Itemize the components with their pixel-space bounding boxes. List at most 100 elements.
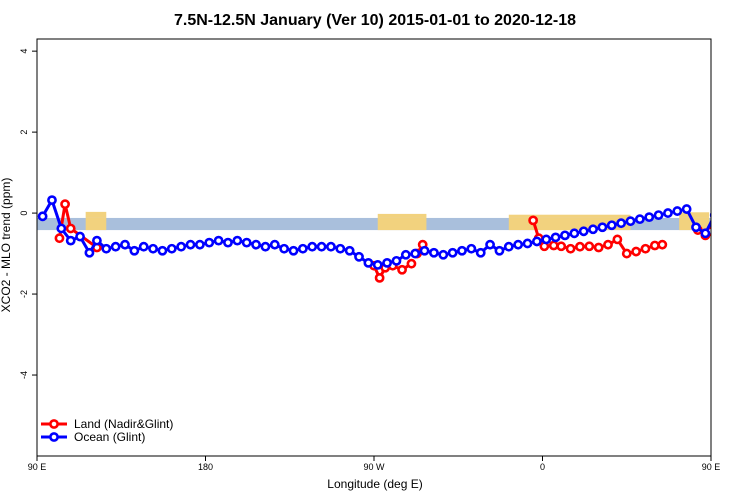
land-data-point <box>556 241 567 252</box>
ocean-data-point <box>391 255 402 266</box>
y-tick-label: 0 <box>19 211 29 216</box>
y-tick-label: 2 <box>19 130 29 135</box>
land-data-point <box>54 233 65 244</box>
legend: Land (Nadir&Glint)Ocean (Glint) <box>41 417 173 444</box>
land-patch-2 <box>508 214 631 218</box>
land-patch-0 <box>85 211 107 218</box>
ocean-data-point <box>75 231 85 242</box>
ocean-data-point <box>709 211 711 219</box>
ocean-data-point <box>485 239 495 250</box>
x-tick-label: 90 E <box>702 462 721 472</box>
ocean-data-point <box>185 239 196 250</box>
ocean-data-point <box>644 212 655 223</box>
ocean-data-point <box>335 243 346 254</box>
land-data-point <box>65 223 76 234</box>
ocean-data-point <box>625 216 636 227</box>
plot-area <box>37 195 750 283</box>
ocean-data-point <box>363 257 374 268</box>
x-axis-label: Longitude (deg E) <box>327 477 422 491</box>
ocean-data-point <box>466 243 477 254</box>
ocean-data-point <box>129 245 140 256</box>
ocean-data-point <box>739 237 746 244</box>
ocean-data-point <box>457 245 467 256</box>
land-data-point <box>640 243 651 254</box>
ocean-data-point <box>672 206 683 216</box>
ocean-data-point <box>447 247 458 258</box>
y-axis-label: XCO2 - MLO trend (ppm) <box>0 178 13 313</box>
land-data-point <box>741 224 748 231</box>
ocean-data-point <box>176 241 187 252</box>
y-tick-label: -2 <box>19 290 29 298</box>
ocean-data-point <box>503 241 514 252</box>
ocean-data-point <box>513 239 524 250</box>
ocean-data-point <box>269 239 280 250</box>
land-patch-3 <box>679 212 710 218</box>
ocean-data-point <box>37 211 48 222</box>
x-tick-label: 90 W <box>363 462 385 472</box>
ocean-data-point <box>550 232 561 243</box>
ocean-data-point <box>288 245 299 256</box>
ocean-data-point <box>400 249 411 260</box>
land-data-point <box>649 240 660 251</box>
x-tick-label: 180 <box>198 462 213 472</box>
land-band-patch-0 <box>85 217 107 231</box>
y-tick-label: 4 <box>19 49 29 54</box>
ocean-data-point <box>223 237 233 248</box>
ocean-data-point <box>663 208 673 218</box>
ocean-data-point <box>344 245 355 256</box>
x-axis: 90 E 180 90 W 0 90 E <box>28 456 721 472</box>
ocean-data-point <box>194 239 205 250</box>
ocean-data-point <box>204 237 215 248</box>
land-data-point <box>406 258 417 269</box>
x-tick-label: 0 <box>540 462 545 472</box>
land-data-point <box>593 242 604 253</box>
land-patch-4 <box>743 214 750 218</box>
land-patch-1 <box>377 213 427 218</box>
land-data-point <box>60 199 70 210</box>
land-data-point <box>565 243 576 254</box>
chart-title: 7.5N-12.5N January (Ver 10) 2015-01-01 t… <box>174 12 576 29</box>
ocean-data-point <box>541 234 552 245</box>
ocean-data-point <box>588 224 598 235</box>
ocean-data-point <box>101 243 112 254</box>
ocean-data-point <box>138 241 149 252</box>
ocean-data-point <box>429 247 439 258</box>
ocean-data-point <box>157 245 168 256</box>
ocean-data-point <box>260 241 271 252</box>
ocean-data-point <box>410 248 421 259</box>
ocean-data-point <box>279 243 290 254</box>
ocean-data-point <box>372 260 383 270</box>
land-data-point <box>612 234 623 245</box>
ocean-data-point <box>232 235 243 246</box>
ocean-data-point <box>730 223 737 230</box>
ocean-data-point <box>56 223 67 234</box>
land-data-point <box>728 235 735 242</box>
land-data-point <box>528 215 539 226</box>
legend-ocean-marker <box>49 432 59 442</box>
ocean-data-point <box>681 204 692 214</box>
ocean-data-point <box>213 235 224 246</box>
land-data-point <box>397 264 407 275</box>
ocean-data-point <box>616 218 627 229</box>
ocean-data-point <box>120 239 130 250</box>
ocean-data-point <box>578 226 589 237</box>
ocean-data-point <box>47 195 57 206</box>
land-data-point <box>584 241 595 252</box>
land-data-point <box>603 239 613 250</box>
ocean-data-point <box>326 241 336 252</box>
ocean-data-point <box>653 210 664 221</box>
ocean-data-point <box>494 245 505 256</box>
land-data-point <box>374 272 385 283</box>
ocean-data-point <box>438 249 449 260</box>
land-data-point <box>621 248 632 259</box>
ocean-data-point <box>475 247 486 258</box>
ocean-data-point <box>241 237 252 248</box>
legend-land-label: Land (Nadir&Glint) <box>74 417 173 431</box>
y-axis: 4 2 0 -2 -4 <box>19 49 37 379</box>
land-data-point <box>631 246 642 257</box>
y-tick-label: -4 <box>19 371 29 379</box>
legend-land-marker <box>49 419 59 429</box>
land-data-point <box>575 241 585 252</box>
ocean-data-point <box>110 241 121 252</box>
